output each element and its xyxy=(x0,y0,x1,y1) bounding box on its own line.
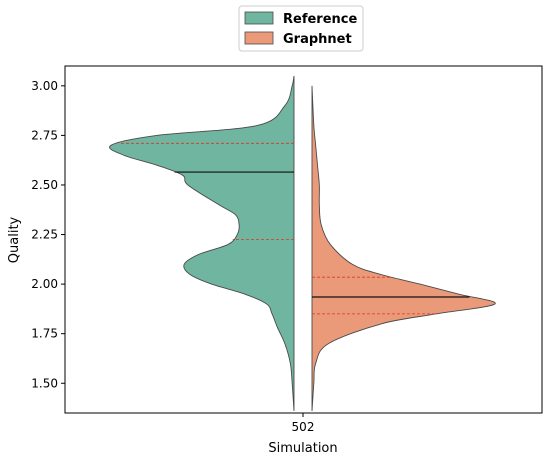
legend-label-graphnet: Graphnet xyxy=(283,32,352,47)
x-tick-label: 502 xyxy=(292,420,315,434)
y-tick-label: 3.00 xyxy=(31,79,58,93)
y-tick-label: 2.25 xyxy=(31,228,58,242)
x-axis-label: Simulation xyxy=(268,441,337,456)
plot-frame xyxy=(64,65,543,414)
legend-label-reference: Reference xyxy=(283,12,357,27)
legend-swatch-reference xyxy=(244,11,274,25)
y-axis-label: Quality xyxy=(7,216,22,263)
y-tick-label: 2.50 xyxy=(31,178,58,192)
y-tick-label: 2.75 xyxy=(31,128,58,142)
violin-reference xyxy=(109,75,295,412)
y-tick-label: 1.75 xyxy=(31,327,58,341)
x-axis: 502 xyxy=(292,413,315,434)
violin-graphnet xyxy=(311,85,496,412)
legend-swatch-graphnet xyxy=(244,31,274,45)
y-tick-label: 1.50 xyxy=(31,376,58,390)
legend: Reference Graphnet xyxy=(238,5,364,52)
y-axis: 1.50 1.75 2.00 2.25 2.50 2.75 3.00 xyxy=(31,79,65,390)
y-tick-label: 2.00 xyxy=(31,277,58,291)
violins xyxy=(109,75,496,412)
